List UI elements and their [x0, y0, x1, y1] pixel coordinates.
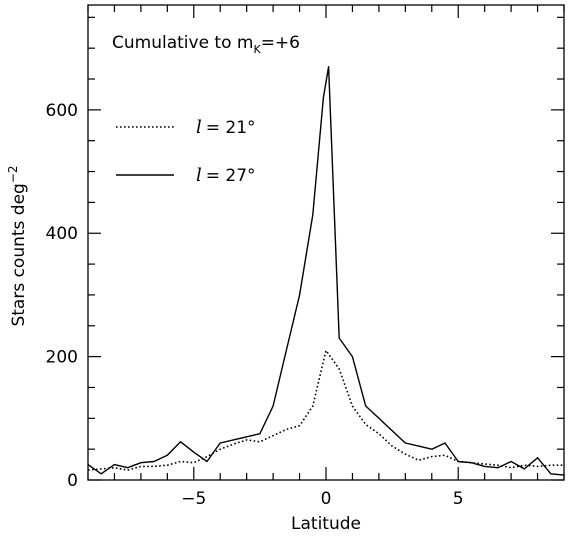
x-tick-label: 0: [321, 489, 332, 509]
annotation: Cumulative to mK=+6: [112, 33, 300, 56]
y-tick-label: 400: [46, 224, 78, 244]
x-tick-label: 5: [453, 489, 464, 509]
ticks: [87, 5, 565, 481]
y-tick-label: 200: [46, 348, 78, 368]
y-axis-title-main: Stars counts deg: [9, 183, 29, 326]
legend-label-0: l = 21°: [196, 117, 256, 138]
legend-label-1: l = 27°: [196, 165, 256, 186]
annotation-sub: K: [253, 43, 261, 56]
y-tick-label: 0: [67, 471, 78, 491]
y-tick-label: 600: [46, 101, 78, 121]
tick-labels: −5 0 5 0 200 400 600: [46, 101, 464, 509]
plot-frame: [87, 4, 565, 481]
annotation-tail: =+6: [261, 33, 300, 53]
y-axis-title-exponent: −2: [6, 165, 20, 183]
x-axis-title: Latitude: [291, 514, 361, 534]
annotation-text: Cumulative to m: [112, 33, 253, 53]
legend: l = 21° l = 27°: [116, 117, 256, 186]
series-line-0: [87, 349, 564, 471]
series-line-1: [87, 65, 565, 476]
y-axis-title: Stars counts deg−2: [6, 165, 29, 326]
x-tick-label: −5: [181, 489, 206, 509]
series-group: [87, 65, 565, 476]
